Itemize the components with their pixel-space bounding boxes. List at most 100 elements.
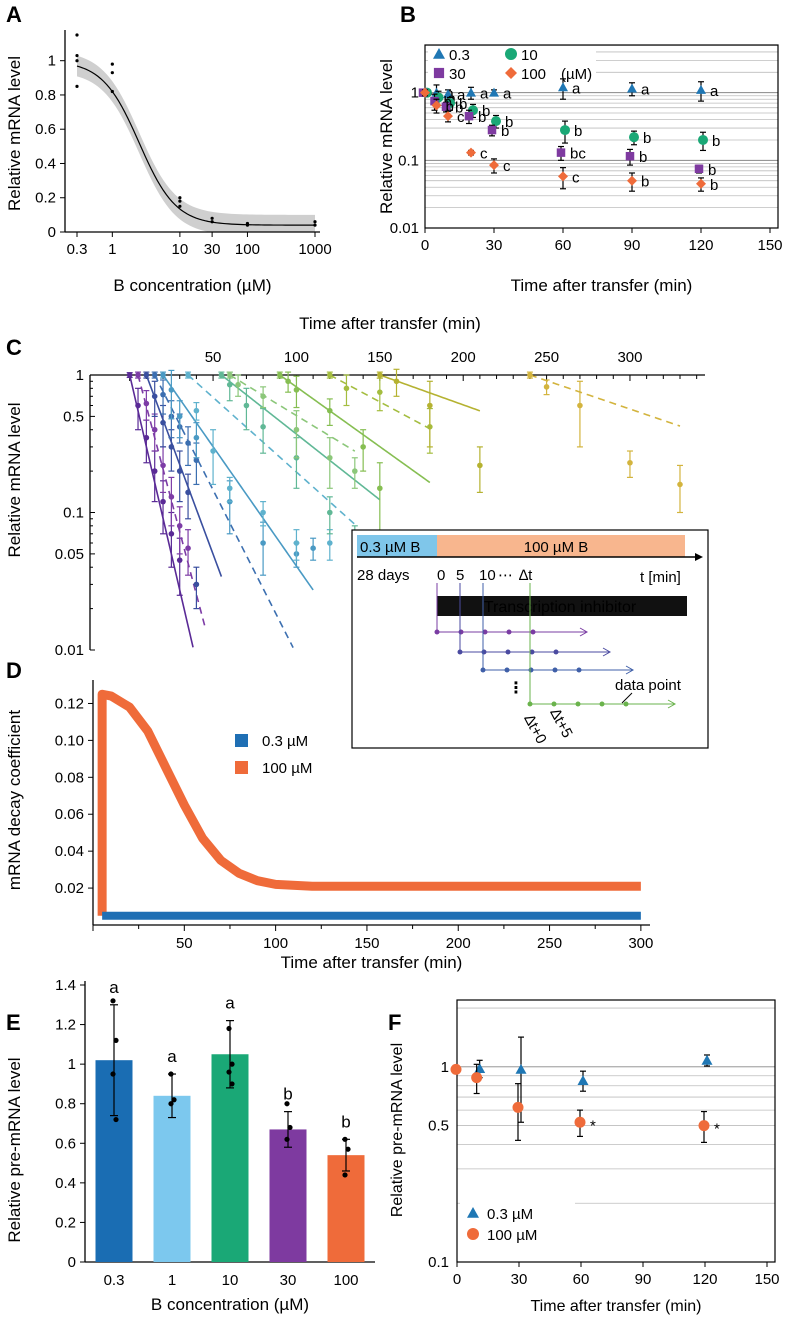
marker-30 bbox=[694, 164, 704, 174]
protocol-arrowhead bbox=[579, 627, 589, 637]
y-tick-label: 0.10 bbox=[55, 732, 84, 749]
data-point bbox=[160, 498, 166, 505]
protocol-dot bbox=[553, 649, 559, 655]
legend: 0.3 10 30 100 (µM) bbox=[428, 47, 596, 87]
significance-letter: a bbox=[572, 80, 581, 97]
y-tick-label: 0.05 bbox=[55, 546, 84, 563]
protocol-arrowhead bbox=[602, 647, 612, 657]
replicate-point bbox=[113, 1116, 119, 1123]
x-tick-label: 100 bbox=[235, 241, 260, 258]
marker-0.3 µM bbox=[577, 1075, 589, 1086]
replicate-point bbox=[287, 1124, 293, 1131]
high-b-bar bbox=[437, 535, 685, 557]
x-tick-label: 50 bbox=[176, 935, 193, 952]
marker-0.3 bbox=[558, 82, 568, 92]
replicate-point bbox=[284, 1136, 290, 1142]
significance-letter: b bbox=[505, 114, 513, 131]
marker-100 bbox=[466, 147, 476, 158]
marker-100 µM bbox=[512, 1101, 524, 1113]
y-tick-label: 0.8 bbox=[55, 1096, 76, 1113]
x-tick-label: 0.3 bbox=[67, 241, 88, 258]
data-point bbox=[193, 457, 200, 464]
marker-30 bbox=[625, 151, 635, 161]
significance-letter: a bbox=[167, 1047, 177, 1066]
data-point bbox=[160, 391, 166, 398]
x-tick-label: 0 bbox=[421, 237, 429, 254]
y-tick-label: 0.01 bbox=[55, 642, 84, 659]
bar-30 bbox=[269, 1129, 307, 1262]
marker-100 bbox=[431, 100, 442, 111]
data-point bbox=[210, 216, 214, 220]
data-point bbox=[235, 381, 241, 388]
marker-0.3 bbox=[466, 87, 476, 97]
panel-letter-e: E bbox=[6, 1010, 21, 1035]
x-tick-label: 120 bbox=[692, 1271, 717, 1288]
data-point bbox=[245, 223, 250, 227]
significance-star: * bbox=[714, 1121, 720, 1138]
legend-marker-30 bbox=[433, 67, 445, 79]
x-tick-label: 150 bbox=[757, 237, 782, 254]
x-tick-label: 250 bbox=[537, 935, 562, 952]
tick-5-label: 5 bbox=[456, 567, 464, 584]
data-point bbox=[310, 545, 316, 552]
significance-letter: a bbox=[225, 994, 235, 1013]
x-tick-label: 300 bbox=[617, 349, 642, 366]
x-tick-label: 10 bbox=[222, 1272, 239, 1289]
marker-100 bbox=[696, 178, 706, 189]
marker-0.3 µM bbox=[515, 1063, 527, 1074]
data-point bbox=[377, 372, 383, 378]
x-tick-label: 90 bbox=[635, 1271, 652, 1288]
y-tick-label: 1 bbox=[68, 1056, 76, 1073]
data-point bbox=[352, 468, 358, 474]
significance-letter: b bbox=[459, 96, 467, 113]
marker-0.3 bbox=[696, 84, 706, 94]
data-point bbox=[293, 387, 300, 393]
y-tick-label: 0.2 bbox=[35, 190, 56, 207]
y-tick-label: 1.4 bbox=[55, 977, 76, 994]
y-axis-label: Relative mRNA level bbox=[5, 56, 24, 211]
data-point bbox=[151, 393, 158, 400]
data-point bbox=[168, 387, 175, 393]
y-axis-label: Relative pre-mRNA level bbox=[389, 1043, 406, 1217]
y-axis-label: Relative mRNA level bbox=[377, 59, 396, 214]
high-b-label: 100 µM B bbox=[524, 539, 589, 556]
x-tick-label: 250 bbox=[534, 349, 559, 366]
protocol-dot bbox=[527, 701, 533, 707]
protocol-dot bbox=[575, 701, 581, 707]
x-tick-label: 150 bbox=[367, 349, 392, 366]
significance-letter: c bbox=[503, 158, 511, 175]
data-point bbox=[276, 372, 283, 378]
x-tick-label: 30 bbox=[511, 1271, 528, 1288]
data-point bbox=[210, 448, 216, 454]
x-tick-label: 90 bbox=[624, 237, 641, 254]
data-point bbox=[527, 372, 533, 378]
protocol-dot bbox=[457, 649, 463, 655]
marker-10 bbox=[629, 132, 639, 143]
x-axis-label: Time after transfer (min) bbox=[531, 1298, 702, 1315]
y-axis-label: mRNA decay coefficient bbox=[5, 710, 24, 890]
x-tick-label: 150 bbox=[354, 935, 379, 952]
data-point bbox=[543, 384, 550, 390]
data-point bbox=[243, 402, 250, 409]
bar-10 bbox=[211, 1054, 249, 1262]
data-point bbox=[313, 220, 317, 224]
data-point bbox=[427, 402, 433, 409]
panel-a: A 0 0.2 0.4 0.6 0.8 1 0.3 1 10 30 100 1000 B concentr… bbox=[5, 2, 332, 295]
y-tick-label: 0.4 bbox=[35, 155, 56, 172]
data-point bbox=[185, 545, 191, 552]
legend-label: 30 bbox=[449, 66, 466, 83]
data-point bbox=[135, 372, 141, 378]
data-point bbox=[160, 462, 166, 469]
data-point bbox=[110, 62, 114, 66]
panel-f: F 0.1 0.5 1 0 30 60 90 120 150 Time after transfer… bbox=[388, 999, 780, 1315]
data-point bbox=[326, 509, 333, 516]
data-point bbox=[226, 381, 233, 388]
data-point bbox=[110, 89, 114, 94]
x-tick-label: 1 bbox=[108, 241, 116, 258]
protocol-dot bbox=[481, 649, 487, 655]
significance-letter: a bbox=[109, 978, 119, 997]
x-tick-label: 100 bbox=[333, 1272, 358, 1289]
y-tick-label: 0.1 bbox=[398, 152, 419, 169]
data-point bbox=[293, 540, 300, 546]
